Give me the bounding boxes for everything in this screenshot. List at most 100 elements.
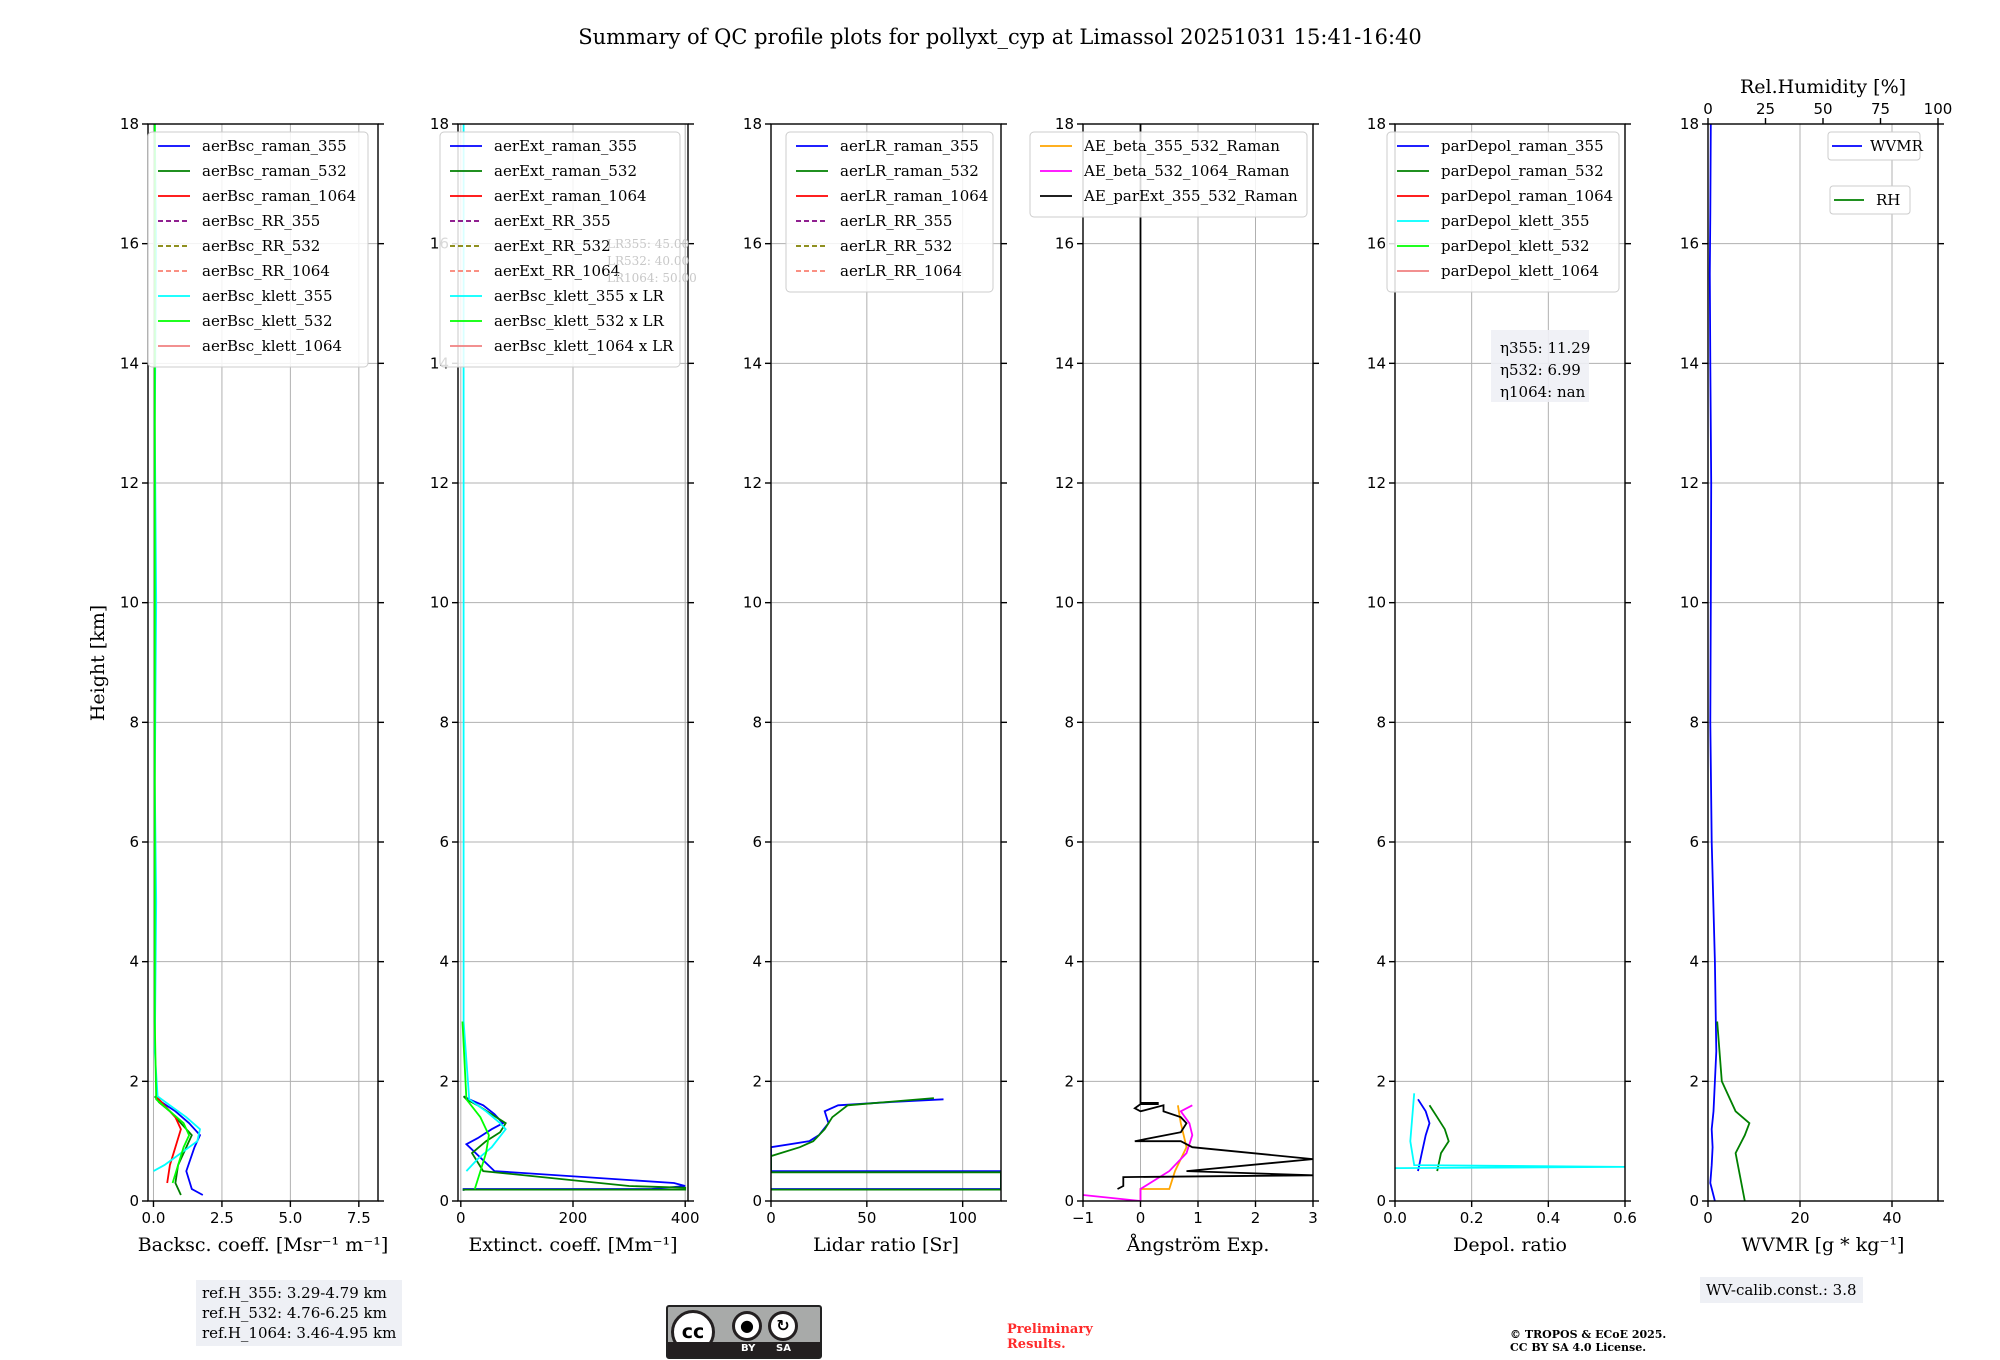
x-tick-label: 0 <box>456 1209 466 1227</box>
top-tick-label: 100 <box>1924 100 1953 118</box>
y-tick-label: 2 <box>1064 1072 1074 1090</box>
y-tick-label: 0 <box>752 1192 762 1210</box>
y-tick-label: 0 <box>129 1192 139 1210</box>
legend-label: aerBsc_klett_1064 x LR <box>494 337 674 355</box>
x-tick-label: 100 <box>948 1209 977 1227</box>
ref-height-532: ref.H_532: 4.76-6.25 km <box>202 1304 387 1322</box>
series-line-parDepol_raman_355 <box>1417 1098 1431 1172</box>
legend-label: parDepol_raman_355 <box>1441 137 1604 155</box>
y-tick-label: 10 <box>120 594 139 612</box>
series-line-aerBsc_klett_355 x LR <box>462 124 507 1172</box>
wv-calibration-box: WV-calib.const.: 3.8 <box>1700 1277 1863 1303</box>
y-tick-label: 16 <box>743 235 762 253</box>
series-line-WVMR <box>1708 124 1718 1201</box>
y-tick-label: 18 <box>1055 115 1074 133</box>
legend-label: AE_parExt_355_532_Raman <box>1083 187 1298 205</box>
series-line-aerExt_raman_355 <box>462 1095 686 1191</box>
x-tick-label: 0 <box>766 1209 776 1227</box>
x-tick-label: 200 <box>559 1209 588 1227</box>
x-tick-label: 40 <box>1882 1209 1901 1227</box>
top-axis-label: Rel.Humidity [%] <box>1740 76 1906 98</box>
y-tick-label: 4 <box>439 953 449 971</box>
axes-frame <box>770 123 1002 1202</box>
legend-box <box>1386 131 1620 293</box>
preliminary-results-label: Preliminary Results. <box>1007 1322 1093 1352</box>
y-tick-label: 16 <box>120 235 139 253</box>
x-tick-label: 3 <box>1308 1209 1318 1227</box>
wv-calibration-text: WV-calib.const.: 3.8 <box>1706 1281 1857 1299</box>
y-tick-label: 2 <box>439 1072 449 1090</box>
panel-backscatter: 0 2 4 6 8 10 12 14 16 18 0.0 2.5 5.0 7.5 Backsc. coeff… <box>120 115 388 1256</box>
legend-label: aerLR_raman_1064 <box>840 187 988 205</box>
series-line-parDepol_raman_532 <box>1428 1104 1450 1172</box>
x-axis-label: Depol. ratio <box>1453 1234 1567 1256</box>
copyright-line-2: CC BY SA 4.0 License. <box>1510 1341 1647 1354</box>
series-group <box>1395 1093 1625 1172</box>
legend-label: aerBsc_RR_532 <box>202 237 320 255</box>
y-tick-label: 0 <box>439 1192 449 1210</box>
x-tick-label: 2 <box>1251 1209 1261 1227</box>
y-tick-label: 12 <box>743 474 762 492</box>
legend-label: parDepol_klett_1064 <box>1441 262 1599 280</box>
preliminary-line-1: Preliminary <box>1007 1322 1093 1337</box>
y-tick-label: 8 <box>1064 713 1074 731</box>
x-tick-label: 20 <box>1790 1209 1809 1227</box>
y-tick-label: 12 <box>120 474 139 492</box>
y-tick-label: 6 <box>1689 833 1699 851</box>
x-tick-label: 7.5 <box>347 1209 371 1227</box>
y-tick-label: 18 <box>430 115 449 133</box>
y-tick-label: 10 <box>743 594 762 612</box>
wvmr-legend-box <box>1827 131 1921 161</box>
y-tick-label: 8 <box>1689 713 1699 731</box>
legend-label: aerBsc_RR_1064 <box>202 262 330 280</box>
y-tick-label: 2 <box>1376 1072 1386 1090</box>
lidar-ratio-text: LR532: 40.00 <box>607 254 689 268</box>
lidar-ratio-text: LR1064: 50.00 <box>607 271 697 285</box>
eta-box <box>1491 330 1589 402</box>
lidar-ratio-text: LR355: 45.00 <box>607 237 689 251</box>
legend-label: aerBsc_klett_532 x LR <box>494 312 665 330</box>
y-tick-label: 8 <box>439 713 449 731</box>
y-tick-label: 4 <box>1376 953 1386 971</box>
rh-legend-box <box>1829 185 1911 215</box>
x-axis-label: Backsc. coeff. [Msr⁻¹ m⁻¹] <box>138 1234 389 1256</box>
y-tick-label: 10 <box>1367 594 1386 612</box>
legend-box <box>147 131 369 368</box>
legend-label: aerExt_RR_532 <box>494 237 611 255</box>
legend-label: aerBsc_raman_1064 <box>202 187 356 205</box>
legend-label: aerBsc_klett_532 <box>202 312 333 330</box>
y-tick-label: 0 <box>1376 1192 1386 1210</box>
y-tick-label: 14 <box>1367 354 1386 372</box>
y-tick-label: 10 <box>1680 594 1699 612</box>
y-tick-label: 8 <box>752 713 762 731</box>
x-tick-label: 0.0 <box>142 1209 166 1227</box>
series-group <box>153 124 204 1196</box>
y-tick-label: 18 <box>743 115 762 133</box>
sa-label: SA <box>776 1343 791 1354</box>
series-group <box>461 124 687 1191</box>
series-line-aerBsc_raman_355 <box>154 1095 204 1196</box>
series-group <box>1083 124 1313 1201</box>
top-tick-label: 75 <box>1871 100 1890 118</box>
y-tick-label: 14 <box>120 354 139 372</box>
y-tick-label: 4 <box>752 953 762 971</box>
legend: AE_beta_355_532_Raman AE_beta_532_1064_Ra… <box>1029 131 1308 218</box>
series-line-aerBsc_klett_532 <box>153 124 191 1184</box>
legend-box <box>785 131 994 293</box>
legend: aerBsc_raman_355 aerBsc_raman_532 aerBsc_r… <box>147 131 369 368</box>
y-tick-label: 14 <box>1055 354 1074 372</box>
axes-frame <box>1707 123 1939 1202</box>
cc-license-badge: cc ● ↻ BY SA <box>666 1305 822 1359</box>
y-tick-label: 18 <box>120 115 139 133</box>
eta-text: η532: 6.99 <box>1500 361 1581 379</box>
y-tick-label: 18 <box>1680 115 1699 133</box>
legend-label: aerExt_raman_1064 <box>494 187 647 205</box>
x-tick-label: 400 <box>671 1209 700 1227</box>
eta-text: η1064: nan <box>1500 383 1586 401</box>
series-line-AE_parExt_355_532_Raman <box>1117 124 1313 1190</box>
y-tick-label: 10 <box>1055 594 1074 612</box>
legend-box <box>1029 131 1308 218</box>
legend-label: aerBsc_klett_355 <box>202 287 333 305</box>
